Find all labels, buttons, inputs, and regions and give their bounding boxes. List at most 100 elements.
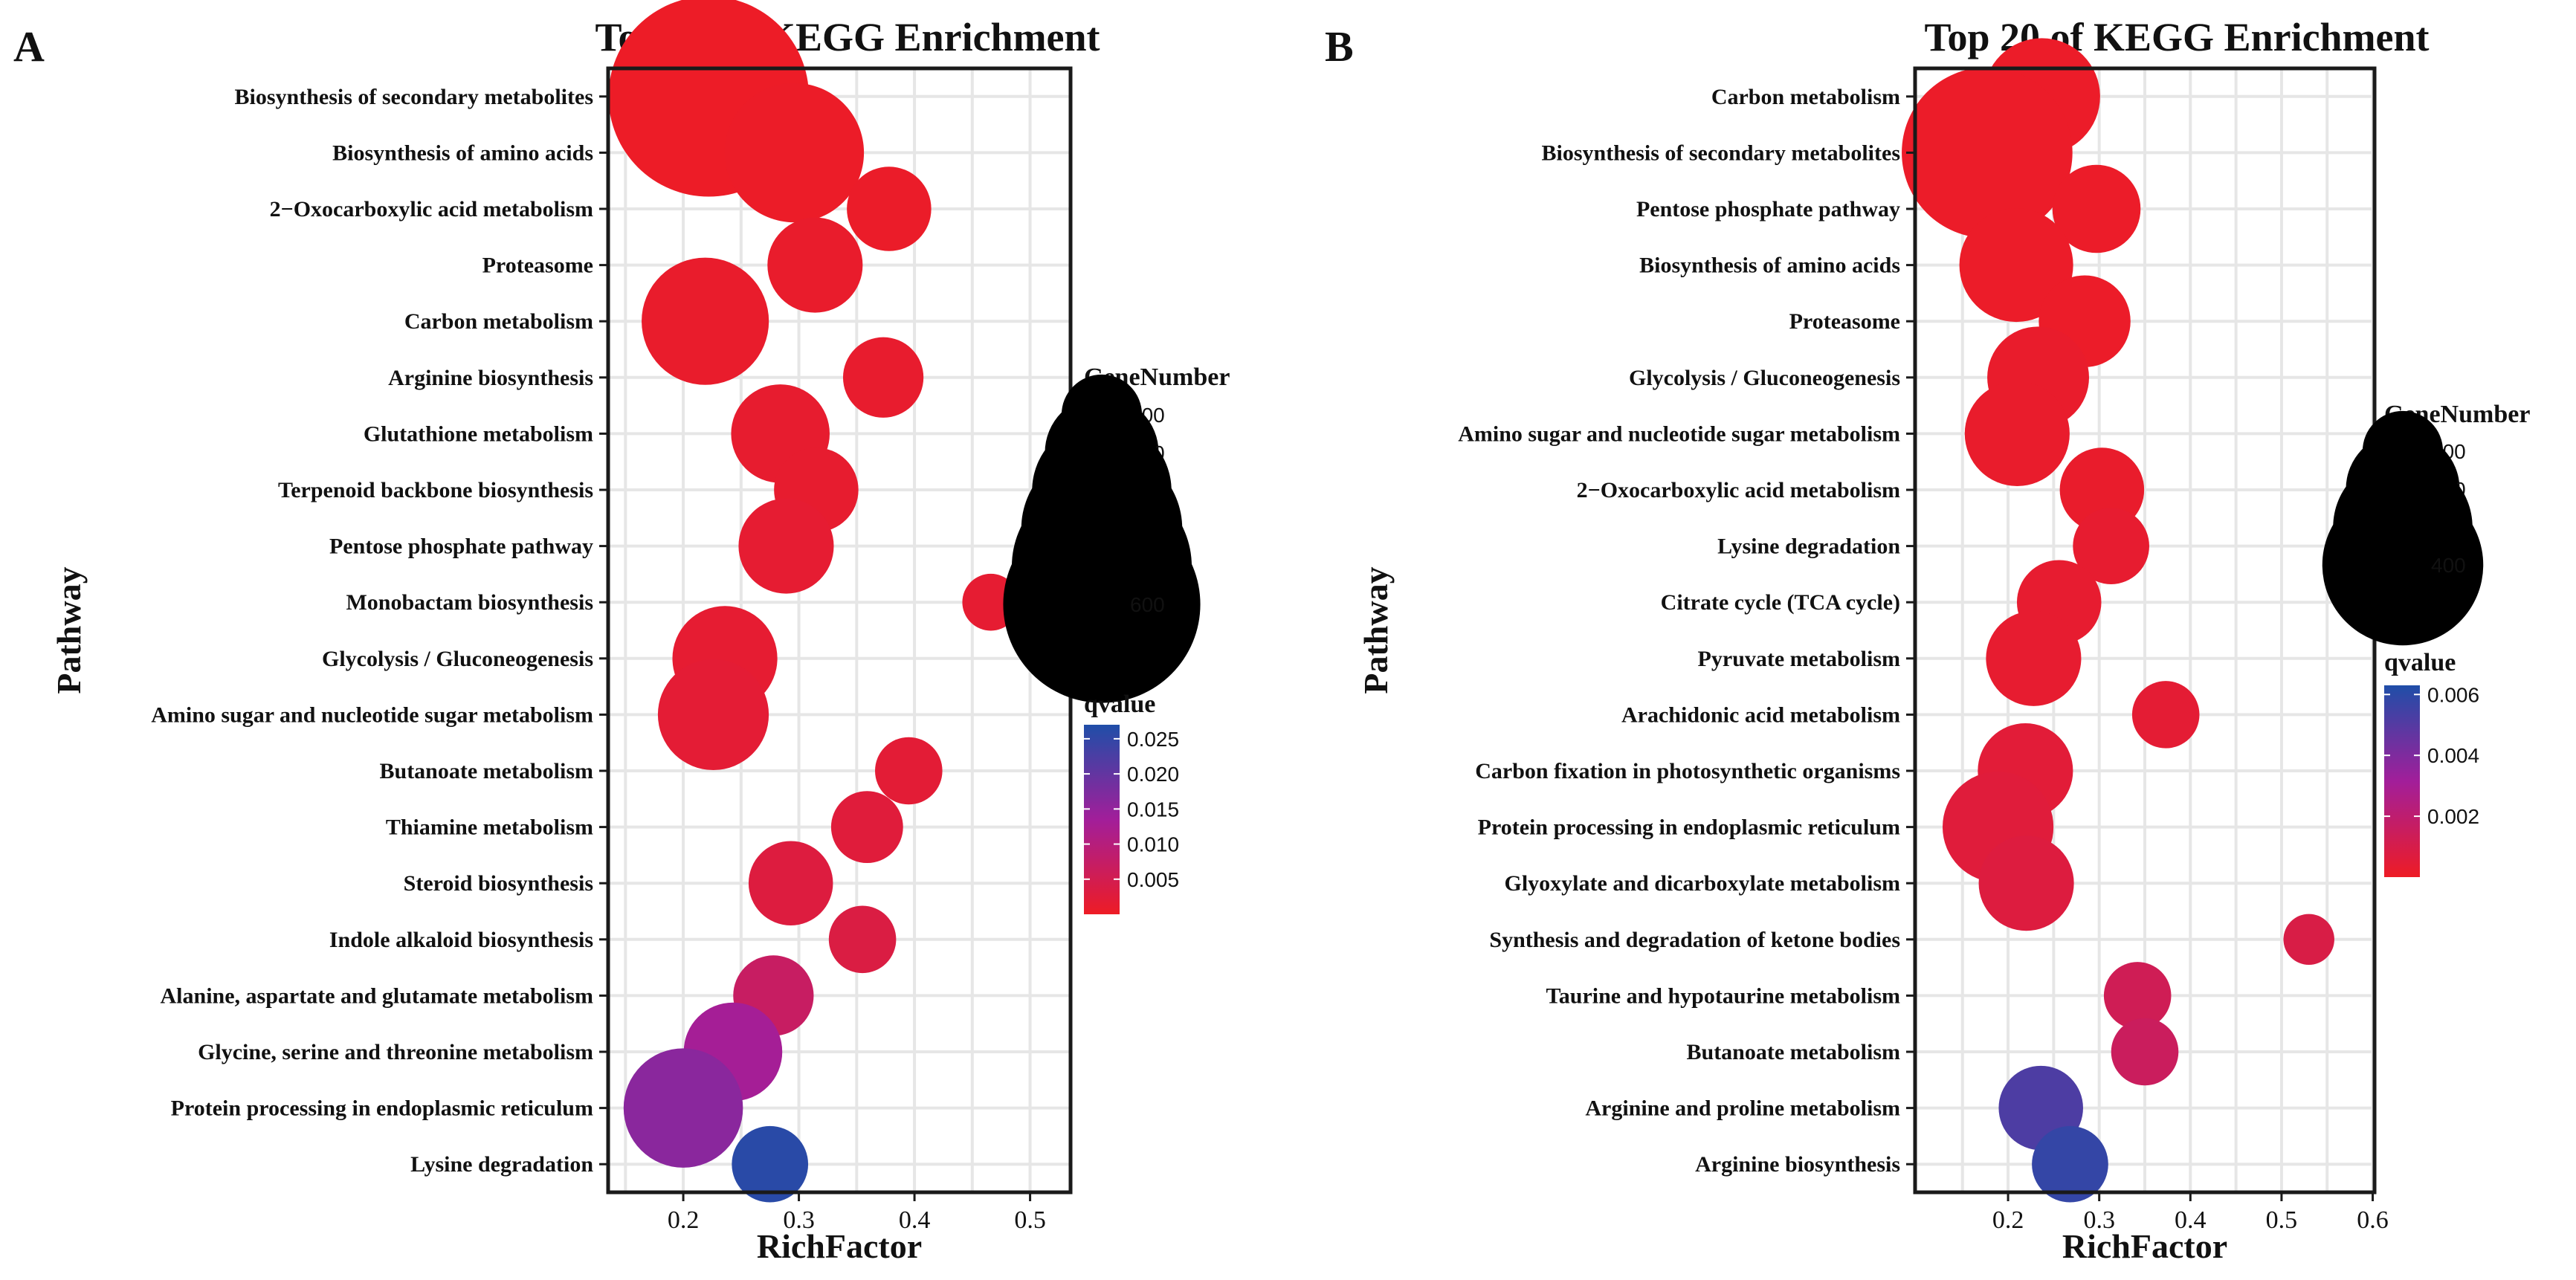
data-points bbox=[608, 0, 1019, 1203]
data-point bbox=[732, 1125, 809, 1203]
data-point bbox=[847, 167, 932, 251]
data-point bbox=[623, 1048, 743, 1168]
color-legend-title: qvalue bbox=[2384, 649, 2456, 676]
data-point bbox=[2052, 164, 2141, 253]
data-point bbox=[2283, 914, 2334, 966]
x-tick-labels: 0.2 0.3 0.4 0.5 0.6 bbox=[1992, 1192, 2389, 1234]
pathway-label: Arginine biosynthesis bbox=[388, 366, 593, 390]
color-legend-label: 0.015 bbox=[1127, 798, 1179, 821]
pathway-label: Glycine, serine and threonine metabolism bbox=[198, 1040, 593, 1064]
color-legend-label: 0.006 bbox=[2427, 683, 2479, 706]
size-legend-dot bbox=[1003, 505, 1201, 703]
data-point bbox=[1978, 835, 2074, 931]
pathway-label: Biosynthesis of amino acids bbox=[332, 140, 593, 165]
y-tick-labels: Carbon metabolism Biosynthesis of seconda… bbox=[1458, 85, 1915, 1177]
pathway-label: Indole alkaloid biosynthesis bbox=[329, 928, 593, 952]
color-legend-label: 0.025 bbox=[1127, 728, 1179, 751]
pathway-label: Pentose phosphate pathway bbox=[329, 534, 593, 559]
pathway-label: Synthesis and degradation of ketone bodi… bbox=[1489, 928, 1900, 952]
pathway-label: Glycolysis / Gluconeogenesis bbox=[322, 647, 593, 671]
data-point bbox=[828, 905, 897, 974]
x-tick-label: 0.6 bbox=[2357, 1206, 2389, 1234]
pathway-label: Protein processing in endoplasmic reticu… bbox=[1478, 815, 1900, 840]
pathway-label: 2−Oxocarboxylic acid metabolism bbox=[270, 197, 593, 222]
panel-letter: B bbox=[1325, 22, 1354, 71]
pathway-label: Butanoate metabolism bbox=[1687, 1040, 1901, 1064]
pathway-label: Carbon metabolism bbox=[1711, 85, 1900, 109]
x-axis-title: RichFactor bbox=[2062, 1227, 2227, 1265]
y-axis-title: Pathway bbox=[1357, 566, 1395, 694]
pathway-label: Biosynthesis of secondary metabolites bbox=[1542, 140, 1901, 165]
pathway-label: Amino sugar and nucleotide sugar metabol… bbox=[1458, 421, 1900, 446]
pathway-label: Lysine degradation bbox=[410, 1152, 593, 1177]
color-legend-label: 0.005 bbox=[1127, 868, 1179, 891]
data-point bbox=[2111, 1018, 2179, 1086]
data-point bbox=[748, 841, 833, 925]
x-tick-label: 0.3 bbox=[2083, 1206, 2115, 1234]
size-legend: GeneNumber100200300400 bbox=[2322, 401, 2530, 646]
data-point bbox=[842, 337, 924, 418]
x-tick-label: 0.3 bbox=[783, 1206, 815, 1234]
data-point bbox=[1964, 381, 2070, 486]
pathway-label: Protein processing in endoplasmic reticu… bbox=[171, 1096, 593, 1121]
pathway-label: Biosynthesis of secondary metabolites bbox=[235, 85, 594, 109]
pathway-label: Carbon metabolism bbox=[404, 309, 593, 334]
x-tick-labels: 0.2 0.3 0.4 0.5 bbox=[668, 1192, 1046, 1234]
pathway-label: Arginine biosynthesis bbox=[1695, 1152, 1900, 1177]
pathway-label: Amino sugar and nucleotide sugar metabol… bbox=[151, 702, 593, 727]
size-legend: GeneNumber100200300400500600 bbox=[1003, 363, 1230, 703]
size-legend-label: 600 bbox=[1130, 593, 1165, 616]
x-tick-label: 0.2 bbox=[1992, 1206, 2024, 1234]
size-legend-label: 400 bbox=[2431, 554, 2466, 577]
data-point bbox=[642, 257, 769, 385]
x-tick-label: 0.5 bbox=[1014, 1206, 1046, 1234]
pathway-label: Alanine, aspartate and glutamate metabol… bbox=[161, 983, 593, 1008]
y-tick-labels: Biosynthesis of secondary metabolites Bio… bbox=[151, 85, 608, 1177]
pathway-label: Carbon fixation in photosynthetic organi… bbox=[1475, 759, 1900, 783]
x-tick-label: 0.5 bbox=[2266, 1206, 2298, 1234]
pathway-label: Glutathione metabolism bbox=[364, 421, 593, 446]
color-legend-bar bbox=[1084, 725, 1120, 914]
data-point bbox=[2131, 681, 2200, 749]
color-legend-title: qvalue bbox=[1084, 691, 1155, 718]
pathway-label: Terpenoid backbone biosynthesis bbox=[278, 478, 593, 502]
pathway-label: Proteasome bbox=[482, 253, 593, 278]
pathway-label: Glycolysis / Gluconeogenesis bbox=[1629, 366, 1900, 390]
data-point bbox=[767, 217, 863, 313]
data-point bbox=[724, 83, 865, 223]
pathway-label: Citrate cycle (TCA cycle) bbox=[1661, 590, 1900, 615]
color-legend-label: 0.004 bbox=[2427, 744, 2479, 767]
data-point bbox=[875, 737, 943, 805]
pathway-label: Proteasome bbox=[1789, 309, 1900, 334]
data-point bbox=[2103, 962, 2172, 1030]
pathway-label: 2−Oxocarboxylic acid metabolism bbox=[1577, 478, 1900, 502]
pathway-label: Thiamine metabolism bbox=[386, 815, 593, 840]
pathway-label: Taurine and hypotaurine metabolism bbox=[1546, 983, 1900, 1008]
color-legend-label: 0.010 bbox=[1127, 833, 1179, 856]
panel-letter: A bbox=[13, 22, 45, 71]
size-legend-dot bbox=[2322, 484, 2484, 646]
pathway-label: Arachidonic acid metabolism bbox=[1621, 702, 1900, 727]
x-tick-label: 0.4 bbox=[899, 1206, 931, 1234]
data-point bbox=[830, 791, 903, 864]
chart-title: Top 20 of KEGG Enrichment bbox=[1924, 15, 2429, 59]
color-legend-label: 0.020 bbox=[1127, 763, 1179, 786]
data-point bbox=[2073, 508, 2149, 584]
data-points bbox=[1902, 38, 2334, 1203]
color-legend-bar bbox=[2384, 685, 2420, 877]
color-legend: qvalue 0.002 0.004 0.006 bbox=[2384, 649, 2479, 877]
pathway-label: Butanoate metabolism bbox=[380, 759, 594, 783]
data-point bbox=[738, 498, 834, 594]
pathway-label: Pentose phosphate pathway bbox=[1636, 197, 1900, 222]
data-point bbox=[1902, 67, 2073, 239]
x-tick-label: 0.4 bbox=[2175, 1206, 2207, 1234]
color-legend-label: 0.002 bbox=[2427, 805, 2479, 828]
pathway-label: Arginine and proline metabolism bbox=[1585, 1096, 1900, 1121]
data-point bbox=[1959, 208, 2073, 323]
x-tick-label: 0.2 bbox=[668, 1206, 700, 1234]
pathway-label: Monobactam biosynthesis bbox=[346, 590, 593, 615]
pathway-label: Biosynthesis of amino acids bbox=[1639, 253, 1900, 278]
